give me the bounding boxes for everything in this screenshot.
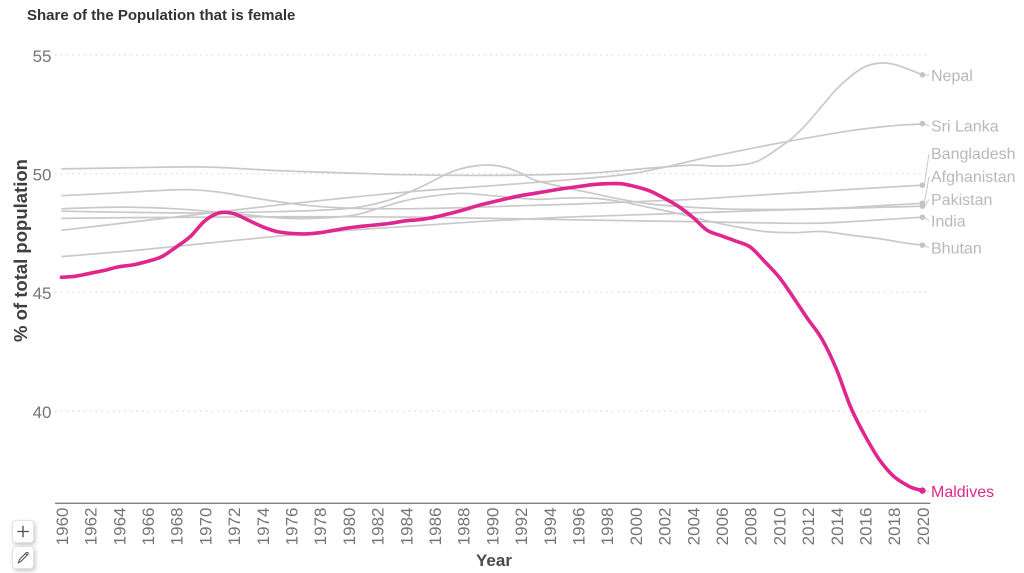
svg-text:1986: 1986 — [426, 508, 445, 546]
svg-text:55: 55 — [33, 47, 52, 66]
svg-text:Year: Year — [476, 551, 512, 570]
svg-text:1960: 1960 — [53, 508, 72, 546]
svg-text:1976: 1976 — [283, 508, 302, 546]
svg-text:2008: 2008 — [742, 508, 761, 546]
svg-text:1994: 1994 — [541, 508, 560, 546]
svg-text:Bangladesh: Bangladesh — [931, 146, 1016, 163]
svg-text:2006: 2006 — [713, 508, 732, 546]
svg-text:1984: 1984 — [397, 508, 416, 546]
svg-text:2014: 2014 — [828, 508, 847, 546]
svg-text:% of total population: % of total population — [10, 159, 31, 342]
svg-text:Maldives: Maldives — [931, 484, 994, 501]
svg-text:Sri Lanka: Sri Lanka — [931, 119, 999, 136]
svg-text:40: 40 — [33, 403, 52, 422]
svg-text:1968: 1968 — [168, 508, 187, 546]
svg-text:1988: 1988 — [455, 508, 474, 546]
svg-text:1980: 1980 — [340, 508, 359, 546]
svg-text:1982: 1982 — [369, 508, 388, 546]
svg-text:1996: 1996 — [570, 508, 589, 546]
svg-text:Afghanistan: Afghanistan — [931, 169, 1016, 186]
svg-text:2000: 2000 — [627, 508, 646, 546]
svg-text:2020: 2020 — [914, 508, 933, 546]
svg-text:1978: 1978 — [311, 508, 330, 546]
svg-text:1998: 1998 — [598, 508, 617, 546]
svg-text:Pakistan: Pakistan — [931, 192, 992, 209]
svg-text:2004: 2004 — [684, 508, 703, 546]
svg-text:1992: 1992 — [512, 508, 531, 546]
svg-text:1990: 1990 — [483, 508, 502, 546]
svg-text:2002: 2002 — [656, 508, 675, 546]
svg-text:2018: 2018 — [885, 508, 904, 546]
svg-text:1964: 1964 — [110, 508, 129, 546]
svg-text:2010: 2010 — [770, 508, 789, 546]
svg-text:50: 50 — [33, 166, 52, 185]
svg-text:India: India — [931, 214, 966, 231]
svg-text:45: 45 — [33, 284, 52, 303]
svg-text:Nepal: Nepal — [931, 68, 973, 85]
svg-text:1962: 1962 — [82, 508, 101, 546]
svg-text:1974: 1974 — [254, 508, 273, 546]
svg-text:1972: 1972 — [225, 508, 244, 546]
svg-text:1970: 1970 — [196, 508, 215, 546]
svg-text:1966: 1966 — [139, 508, 158, 546]
svg-text:2016: 2016 — [857, 508, 876, 546]
svg-text:Bhutan: Bhutan — [931, 241, 982, 258]
svg-text:2012: 2012 — [799, 508, 818, 546]
